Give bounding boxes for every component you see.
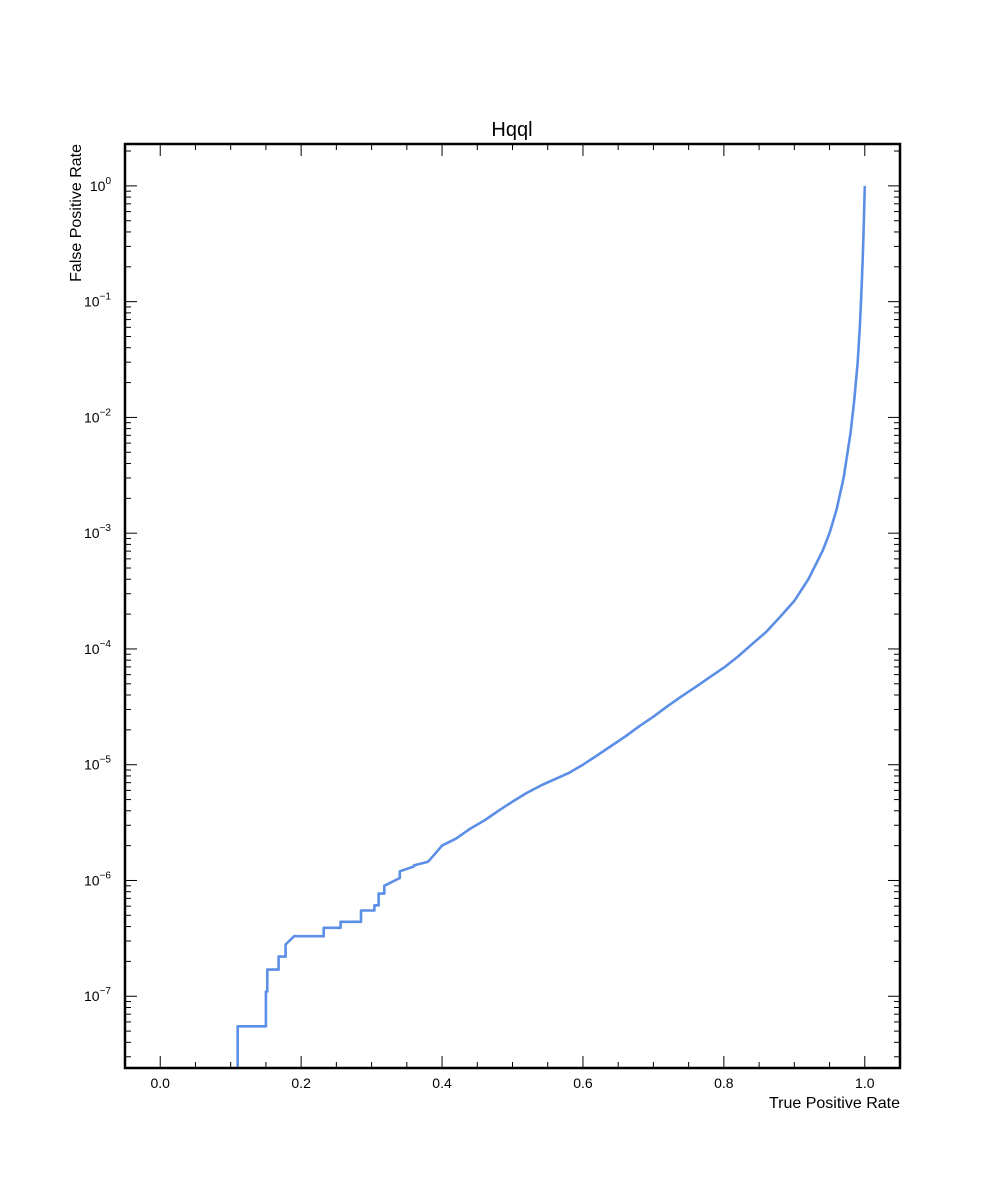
axis-ticks (124, 144, 901, 1068)
y-tick-base: 10 (90, 178, 106, 194)
y-tick-exponent: −3 (100, 523, 112, 534)
y-tick-base: 10 (84, 757, 100, 773)
y-tick-base: 10 (84, 409, 100, 425)
y-tick-label: 10−2 (84, 407, 111, 425)
y-tick-label: 10−3 (84, 523, 111, 541)
roc-curve-line (236, 185, 867, 1068)
y-tick-label: 10−4 (84, 639, 111, 657)
y-axis-label: False Positive Rate (68, 144, 85, 282)
y-tick-label: 10−5 (84, 755, 111, 773)
y-tick-exponent: −6 (100, 870, 112, 881)
series-layer (236, 185, 867, 1068)
y-tick-exponent: −7 (100, 986, 112, 997)
y-tick-exponent: −2 (100, 407, 112, 418)
y-tick-base: 10 (84, 294, 100, 310)
x-tick-label: 0.6 (573, 1075, 593, 1091)
y-tick-exponent: 0 (105, 176, 111, 187)
y-tick-exponent: −1 (100, 292, 112, 303)
y-tick-label: 10−7 (84, 986, 111, 1004)
x-tick-label: 0.2 (291, 1075, 311, 1091)
y-tick-base: 10 (84, 872, 100, 888)
x-tick-label: 0.4 (432, 1075, 452, 1091)
y-tick-base: 10 (84, 988, 100, 1004)
plot-frame (123, 142, 902, 1070)
y-tick-exponent: −5 (100, 755, 112, 766)
x-axis-label: True Positive Rate (769, 1095, 900, 1112)
y-tick-label: 100 (90, 176, 112, 194)
chart-title: Hqql (491, 119, 532, 141)
y-tick-base: 10 (84, 525, 100, 541)
x-tick-label: 0.0 (150, 1075, 170, 1091)
y-tick-label: 10−1 (84, 292, 111, 310)
tick-labels: 0.0 0.2 0.4 0.6 0.8 1.010−710−610−510−410−310… (84, 176, 875, 1091)
y-tick-label: 10−6 (84, 870, 111, 888)
x-tick-label: 1.0 (855, 1075, 875, 1091)
x-tick-label: 0.8 (714, 1075, 734, 1091)
y-tick-exponent: −4 (100, 639, 112, 650)
y-tick-base: 10 (84, 641, 100, 657)
